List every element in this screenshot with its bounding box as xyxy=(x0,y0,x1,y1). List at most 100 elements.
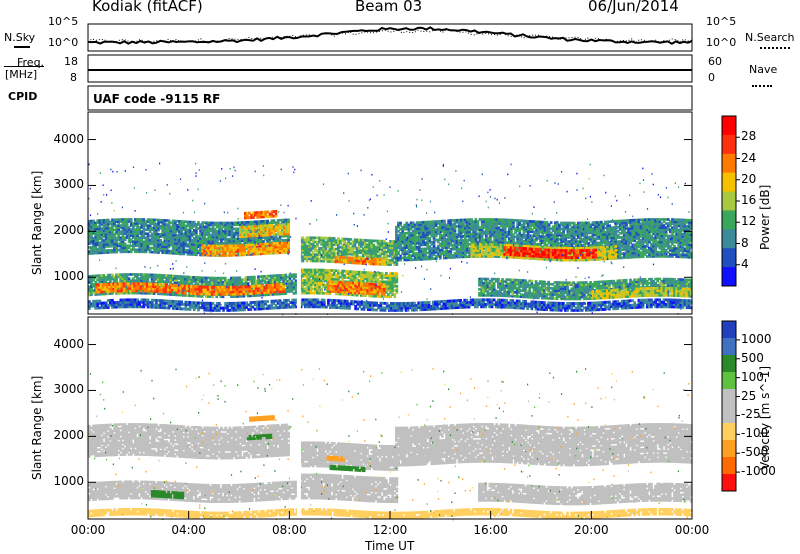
power-cell xyxy=(280,303,284,307)
power-cell xyxy=(179,277,183,280)
power-cell xyxy=(198,280,202,284)
power-cell xyxy=(465,303,469,307)
power-cell xyxy=(316,300,320,304)
power-cell xyxy=(473,305,477,309)
power-cell xyxy=(473,298,477,302)
power-cell xyxy=(228,282,231,286)
power-cell xyxy=(155,303,158,307)
power-cell xyxy=(536,303,540,306)
power-cell xyxy=(637,301,641,305)
power-cell xyxy=(671,303,674,306)
power-cell xyxy=(385,302,389,305)
power-cell xyxy=(188,275,191,279)
power-cell xyxy=(555,308,559,312)
power-cell xyxy=(194,282,198,285)
power-cell xyxy=(310,303,313,306)
power-cell xyxy=(341,304,345,308)
power-cell xyxy=(211,308,215,312)
power-cell xyxy=(362,303,366,307)
power-cell xyxy=(459,305,462,309)
power-cell xyxy=(371,303,374,307)
power-cell xyxy=(627,301,630,305)
power-cell xyxy=(459,301,462,305)
power-cell xyxy=(234,282,237,286)
power-cell xyxy=(125,277,129,280)
power-cell xyxy=(538,303,542,307)
power-cell xyxy=(230,306,234,310)
power-cell xyxy=(238,282,242,286)
power-cell xyxy=(198,278,202,282)
power-cell xyxy=(671,305,674,309)
power-cell xyxy=(262,304,265,308)
power-cell xyxy=(350,302,353,306)
power-cell xyxy=(482,305,485,309)
power-cell xyxy=(482,303,485,306)
power-cell xyxy=(687,299,691,303)
power-cell xyxy=(293,305,297,309)
power-cell xyxy=(198,294,202,298)
power-cell xyxy=(624,306,628,310)
power-cell xyxy=(213,306,217,310)
power-cell xyxy=(207,301,211,305)
power-cell xyxy=(238,276,242,280)
power-cell xyxy=(245,303,248,307)
power-cell xyxy=(196,276,200,279)
power-cell xyxy=(329,305,332,309)
power-cell xyxy=(140,279,143,283)
power-cell xyxy=(119,303,123,307)
power-cell xyxy=(173,276,177,280)
power-cell xyxy=(603,303,607,307)
power-cell xyxy=(276,299,280,303)
power-cell xyxy=(154,273,158,277)
power-cell xyxy=(383,301,387,305)
power-cell xyxy=(167,299,171,303)
power-cell xyxy=(144,300,148,304)
power-cell xyxy=(629,306,632,310)
power-cell xyxy=(164,283,168,287)
power-cell xyxy=(354,300,357,304)
power-cell xyxy=(177,293,181,297)
power-cell xyxy=(98,280,102,284)
power-cell xyxy=(427,305,431,309)
power-cell xyxy=(144,291,148,295)
power-cell xyxy=(648,300,651,304)
power-cell xyxy=(88,277,91,280)
power-cell xyxy=(614,304,618,308)
power-cell xyxy=(144,275,148,279)
power-cell xyxy=(88,279,91,282)
power-cell xyxy=(249,305,253,309)
power-cell xyxy=(132,300,135,304)
power-cell xyxy=(314,303,318,306)
power-cell xyxy=(232,306,236,310)
power-cell xyxy=(169,293,173,296)
power-cell xyxy=(119,275,122,279)
power-cell xyxy=(570,308,574,312)
power-cell xyxy=(98,299,102,303)
power-cell xyxy=(146,277,150,281)
power-cell xyxy=(522,306,525,310)
power-cell xyxy=(150,303,154,307)
power-cell xyxy=(320,305,324,309)
power-cell xyxy=(215,302,219,305)
power-cell xyxy=(209,306,213,310)
power-cell xyxy=(119,273,122,276)
power-cell xyxy=(471,298,475,302)
power-cell xyxy=(497,300,500,304)
freq-tick-bottom: 8 xyxy=(70,71,77,84)
power-cell xyxy=(90,302,93,306)
power-cell xyxy=(438,302,441,306)
power-cell xyxy=(285,301,288,305)
power-cell xyxy=(217,283,221,286)
power-cell xyxy=(675,298,678,302)
power-cell xyxy=(538,305,542,309)
power-cell xyxy=(459,299,462,302)
power-cell xyxy=(90,276,93,280)
power-cell xyxy=(593,306,597,309)
power-cell xyxy=(283,301,286,305)
power-cell xyxy=(408,301,412,305)
power-cell xyxy=(331,301,334,305)
power-cell xyxy=(121,303,125,306)
power-cell xyxy=(243,301,246,305)
power-cell xyxy=(530,302,534,306)
power-cell xyxy=(197,308,200,312)
